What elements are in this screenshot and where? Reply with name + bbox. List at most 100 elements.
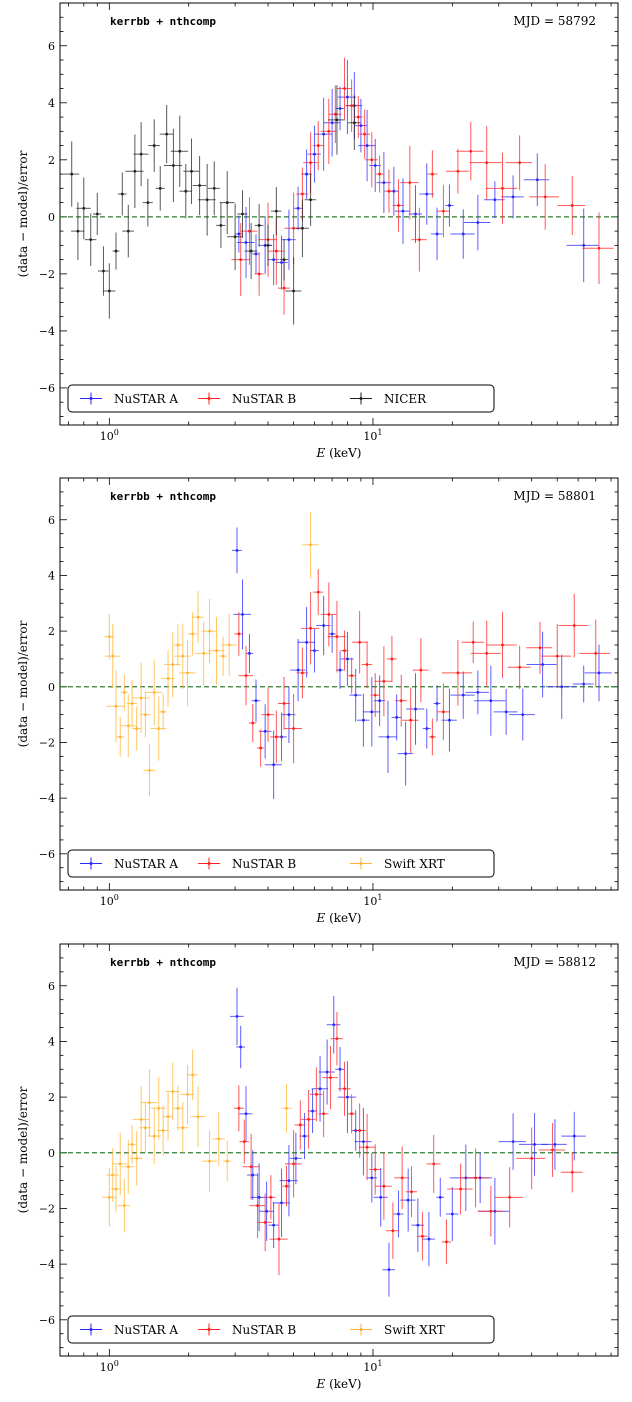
legend: NuSTAR A NuSTAR B NICER — [67, 384, 495, 413]
series-nustar-a — [235, 60, 599, 290]
data-point — [477, 1185, 503, 1237]
data-marker — [161, 710, 165, 714]
data-marker — [327, 613, 331, 616]
data-point — [76, 177, 91, 240]
plot-area — [60, 57, 618, 325]
data-point — [431, 207, 443, 261]
data-marker — [171, 663, 175, 666]
data-marker — [504, 710, 508, 714]
data-marker — [237, 1106, 241, 1110]
y-tick-label: 4 — [48, 569, 55, 582]
data-point — [505, 135, 532, 190]
data-marker — [391, 1229, 395, 1233]
data-marker — [438, 1195, 442, 1199]
data-point — [470, 620, 501, 687]
data-marker — [176, 643, 180, 647]
data-marker — [335, 635, 339, 639]
legend-label: NuSTAR B — [232, 392, 296, 406]
y-tick-label: 6 — [48, 40, 55, 53]
legend-item: NICER — [350, 392, 427, 406]
data-point — [450, 671, 475, 719]
data-marker — [354, 693, 358, 697]
data-point — [266, 1175, 276, 1220]
legend-marker — [207, 397, 211, 400]
legend: NuSTAR A NuSTAR B Swift XRT — [67, 1315, 495, 1344]
data-marker — [332, 1023, 336, 1027]
data-point — [337, 60, 357, 135]
data-marker — [165, 132, 169, 136]
legend-label: NuSTAR B — [232, 1323, 296, 1337]
data-point — [433, 685, 441, 722]
data-marker — [239, 1045, 243, 1049]
data-point — [97, 246, 109, 296]
data-point — [335, 1047, 345, 1092]
data-point — [289, 1132, 302, 1185]
data-marker — [535, 178, 539, 182]
data-marker — [161, 1129, 165, 1132]
data-marker — [191, 632, 195, 636]
data-marker — [294, 1156, 298, 1160]
x-tick-label: 101 — [363, 893, 382, 908]
data-marker — [241, 212, 244, 216]
data-point — [370, 673, 380, 718]
data-point — [365, 132, 378, 188]
data-marker — [309, 543, 312, 547]
data-marker — [196, 1115, 200, 1118]
data-point — [293, 186, 303, 230]
data-marker — [148, 768, 151, 772]
data-marker — [251, 721, 255, 725]
data-point — [145, 659, 163, 726]
data-point — [541, 624, 572, 689]
data-point — [376, 155, 384, 193]
data-point — [347, 1094, 356, 1134]
legend-marker — [359, 397, 363, 400]
data-point — [320, 582, 337, 647]
data-point — [173, 1085, 183, 1131]
data-marker — [456, 169, 460, 173]
data-marker — [390, 657, 394, 661]
data-point — [301, 1089, 316, 1149]
data-marker — [359, 124, 363, 128]
data-marker — [309, 626, 312, 630]
data-marker — [171, 164, 175, 167]
data-point — [560, 1152, 583, 1193]
data-marker — [111, 654, 115, 658]
series-nustar-b — [231, 57, 614, 315]
data-marker — [399, 699, 403, 703]
data-point — [256, 729, 265, 767]
data-point — [309, 628, 320, 673]
y-tick-label: 0 — [48, 1147, 55, 1160]
data-marker — [152, 1134, 156, 1138]
data-marker — [311, 1109, 314, 1113]
data-point — [509, 688, 535, 741]
data-point — [526, 621, 553, 674]
data-point — [165, 1062, 180, 1121]
data-marker — [102, 269, 105, 273]
data-marker — [501, 186, 504, 190]
data-marker — [406, 1198, 410, 1202]
data-marker — [572, 624, 576, 627]
data-point — [104, 624, 121, 689]
data-point — [507, 645, 531, 689]
data-marker — [248, 651, 251, 655]
data-marker — [143, 1126, 147, 1130]
data-point — [254, 252, 264, 296]
data-marker — [322, 132, 326, 136]
data-marker — [130, 1143, 134, 1146]
y-tick-label: 0 — [48, 211, 55, 224]
data-point — [159, 104, 174, 164]
x-axis-label: E (keV) — [316, 1377, 362, 1391]
y-tick-label: −4 — [39, 792, 55, 805]
data-marker — [432, 1162, 436, 1166]
data-marker — [358, 1129, 362, 1132]
data-point — [450, 209, 475, 259]
data-point — [361, 640, 373, 689]
data-marker — [265, 1209, 269, 1213]
data-point — [561, 1111, 586, 1161]
plot-frame — [59, 943, 619, 1357]
data-marker — [263, 729, 267, 733]
data-point — [330, 1011, 343, 1066]
x-tick-label: 100 — [100, 1359, 119, 1374]
data-point — [191, 591, 204, 644]
